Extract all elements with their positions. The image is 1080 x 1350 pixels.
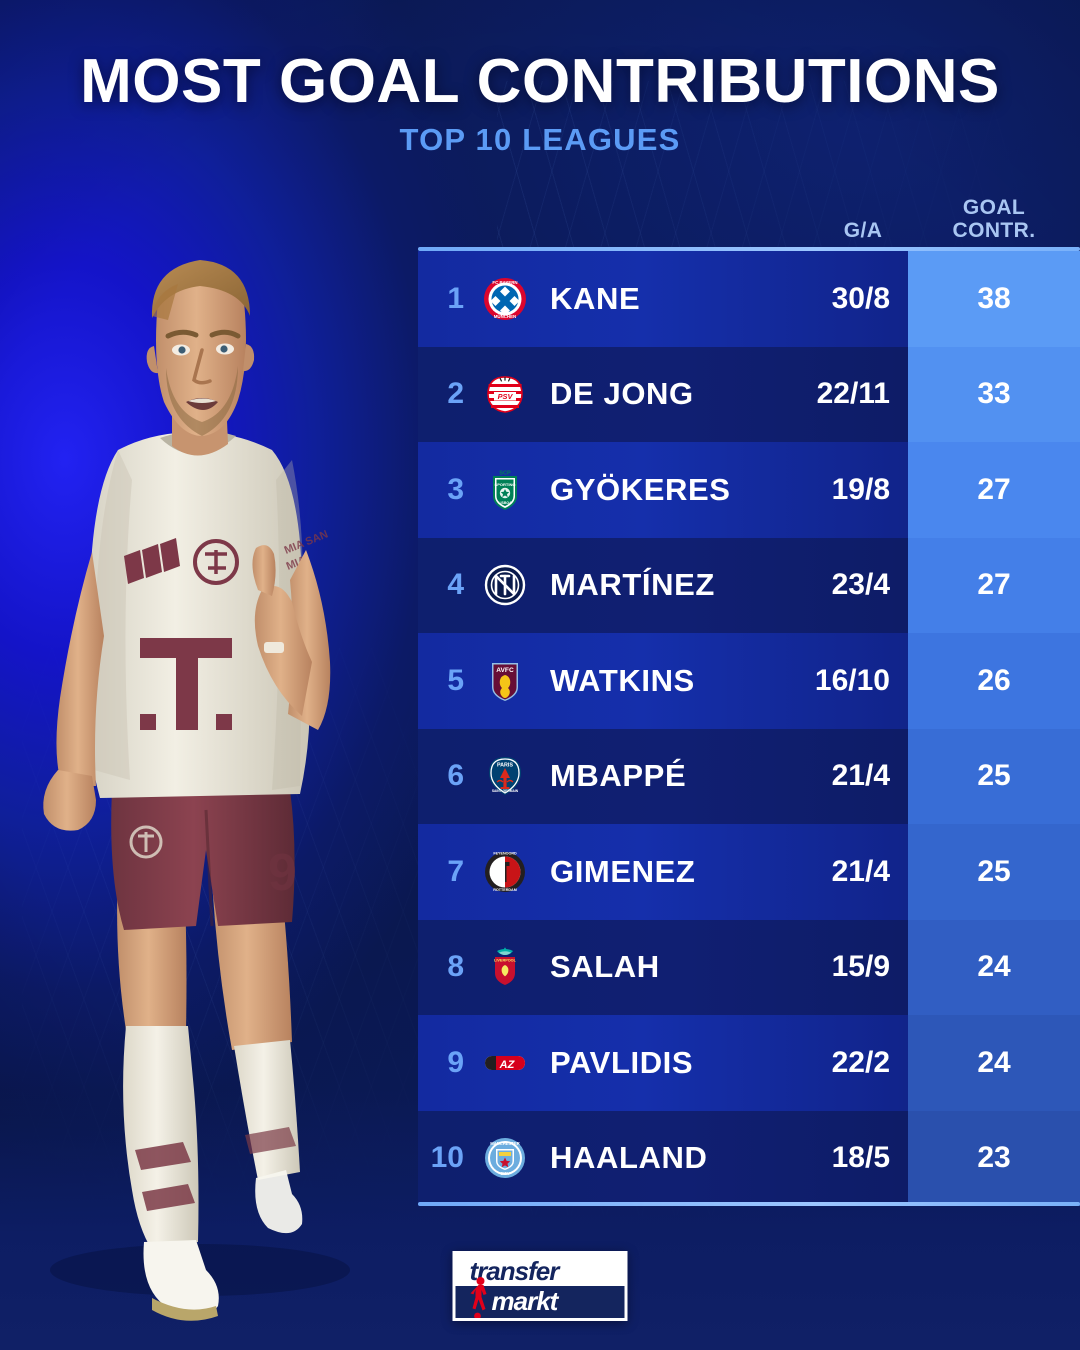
liverpool-crest-icon: LIVERPOOL xyxy=(474,945,536,989)
player-name: MBAPPÉ xyxy=(550,758,687,794)
goal-contributions-value: 24 xyxy=(908,919,1080,1015)
az-alkmaar-crest-icon: AZ xyxy=(474,1041,536,1085)
column-header-goal-contributions-line2: CONTR. xyxy=(952,219,1036,243)
goal-contributions-value: 25 xyxy=(908,824,1080,920)
goal-contributions-value: 27 xyxy=(908,442,1080,538)
svg-text:MANCHESTER: MANCHESTER xyxy=(490,1141,520,1146)
svg-text:AZ: AZ xyxy=(499,1059,516,1071)
ranking-table: G/A GOAL CONTR. 1 FC BAYERN MÜNCH xyxy=(418,178,1080,1206)
rank-number: 9 xyxy=(447,1045,464,1079)
goal-contributions-value: 38 xyxy=(908,251,1080,347)
svg-text:FC BAYERN: FC BAYERN xyxy=(492,280,517,285)
sporting-cp-crest-icon: SCP SPORTING LISBOA xyxy=(474,468,536,512)
logo-word-transfer: transfer xyxy=(469,1256,560,1286)
goals-assists-value: 19/8 xyxy=(831,472,890,506)
svg-text:SAINT-GERMAIN: SAINT-GERMAIN xyxy=(492,789,519,793)
logo-player-figure-icon xyxy=(470,1277,487,1318)
goals-assists-value: 21/4 xyxy=(831,854,890,888)
player-name: GIMENEZ xyxy=(550,853,696,889)
goals-assists-value: 21/4 xyxy=(831,759,890,793)
goals-assists-value: 18/5 xyxy=(831,1141,890,1175)
column-header-goal-contributions: GOAL CONTR. xyxy=(908,196,1080,243)
logo-word-markt: markt xyxy=(491,1286,559,1316)
svg-text:SCP: SCP xyxy=(499,470,511,476)
player-name: HAALAND xyxy=(550,1140,708,1176)
page-subtitle: TOP 10 LEAGUES xyxy=(399,122,681,157)
inter-milan-crest-icon xyxy=(474,563,536,607)
player-name: DE JONG xyxy=(550,376,694,412)
page-title: MOST GOAL CONTRIBUTIONS xyxy=(80,47,1000,116)
rank-number: 8 xyxy=(447,950,464,984)
svg-text:ROTTERDAM: ROTTERDAM xyxy=(493,888,517,892)
player-name: PAVLIDIS xyxy=(550,1044,694,1080)
goal-contributions-value: 27 xyxy=(908,537,1080,633)
svg-text:FEYENOORD: FEYENOORD xyxy=(493,851,517,855)
table-row[interactable]: 8 LIVERPOOL SALAH 15/9 24 xyxy=(418,919,1080,1015)
table-row[interactable]: 5 AVFC WATKINS 16/10 26 xyxy=(418,633,1080,729)
rank-number: 2 xyxy=(447,377,464,411)
feyenoord-crest-icon: FEYENOORD ROTTERDAM xyxy=(474,850,536,894)
table-row[interactable]: 7 FEYENOORD ROTTERDAM GIMENEZ 21/4 25 xyxy=(418,824,1080,920)
aston-villa-crest-icon: AVFC xyxy=(474,659,536,703)
rank-number: 7 xyxy=(447,854,464,888)
svg-text:AVFC: AVFC xyxy=(496,667,514,674)
paris-saint-germain-crest-icon: PARIS SAINT-GERMAIN xyxy=(474,754,536,798)
column-header-goal-contributions-line1: GOAL xyxy=(962,195,1026,219)
goal-contributions-value: 33 xyxy=(908,346,1080,442)
table-row[interactable]: 3 SCP SPORTING LISBOA GYÖKERES 19/8 27 xyxy=(418,442,1080,538)
table-top-divider xyxy=(418,247,1080,251)
player-name: MARTÍNEZ xyxy=(550,567,715,603)
rank-number: 6 xyxy=(447,759,464,793)
player-photo-harry-kane: 9 MIA SAN MIA xyxy=(0,150,430,1330)
goal-contributions-value: 24 xyxy=(908,1015,1080,1111)
rank-number: 1 xyxy=(447,281,464,315)
table-body: 1 FC BAYERN MÜNCHEN KANE 30/8 38 xyxy=(418,251,1080,1206)
table-column-headers: G/A GOAL CONTR. xyxy=(418,178,1080,247)
goals-assists-value: 22/2 xyxy=(831,1045,890,1079)
goals-assists-value: 23/4 xyxy=(831,568,890,602)
goals-assists-value: 16/10 xyxy=(814,663,890,697)
goals-assists-value: 30/8 xyxy=(831,281,890,315)
table-row[interactable]: 1 FC BAYERN MÜNCHEN KANE 30/8 38 xyxy=(418,251,1080,347)
goal-contributions-value: 25 xyxy=(908,728,1080,824)
svg-text:MÜNCHEN: MÜNCHEN xyxy=(494,314,516,319)
table-row[interactable]: 2 PSV DE JONG 22/11 33 xyxy=(418,346,1080,442)
table-row[interactable]: 6 PARIS SAINT-GERMAIN MBAPPÉ 21/4 25 xyxy=(418,728,1080,824)
player-name: WATKINS xyxy=(550,662,695,698)
transfermarkt-logo[interactable]: transfer markt xyxy=(452,1251,628,1321)
table-row[interactable]: 10 MANCHESTER CITY HAALAND 18/5 23 xyxy=(418,1110,1080,1206)
column-header-goals-assists: G/A xyxy=(843,219,883,243)
rank-number: 4 xyxy=(447,568,464,602)
player-name: KANE xyxy=(550,280,641,316)
svg-text:SPORTING: SPORTING xyxy=(495,482,516,487)
rank-number: 5 xyxy=(447,663,464,697)
svg-text:PARIS: PARIS xyxy=(497,763,513,769)
goal-contributions-value: 26 xyxy=(908,633,1080,729)
goal-contributions-value: 23 xyxy=(908,1110,1080,1206)
goals-assists-value: 15/9 xyxy=(831,950,890,984)
svg-text:PSV: PSV xyxy=(498,392,514,401)
goals-assists-value: 22/11 xyxy=(816,377,890,411)
player-name: GYÖKERES xyxy=(550,471,731,507)
svg-text:CITY: CITY xyxy=(500,1171,510,1176)
svg-text:9: 9 xyxy=(268,844,297,902)
table-row[interactable]: 4 MARTÍNEZ 23/4 27 xyxy=(418,537,1080,633)
rank-number: 3 xyxy=(447,472,464,506)
table-row[interactable]: 9 AZ PAVLIDIS 22/2 24 xyxy=(418,1015,1080,1111)
bayern-munich-crest-icon: FC BAYERN MÜNCHEN xyxy=(474,277,536,321)
svg-text:LIVERPOOL: LIVERPOOL xyxy=(494,959,517,963)
table-bottom-divider xyxy=(418,1202,1080,1206)
psv-eindhoven-crest-icon: PSV xyxy=(474,372,536,416)
player-name: SALAH xyxy=(550,949,660,985)
rank-number: 10 xyxy=(430,1141,464,1175)
manchester-city-crest-icon: MANCHESTER CITY xyxy=(474,1136,536,1180)
svg-text:LISBOA: LISBOA xyxy=(498,501,512,505)
